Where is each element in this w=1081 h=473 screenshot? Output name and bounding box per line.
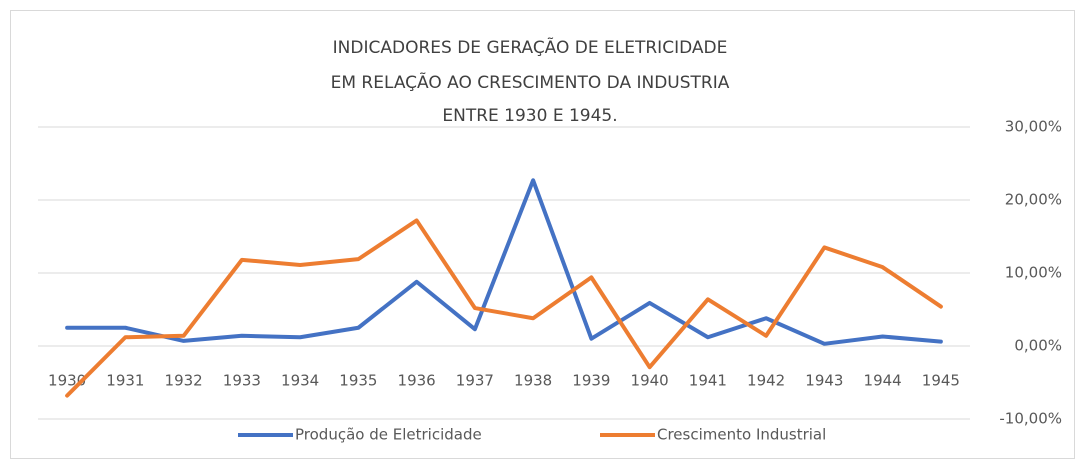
y-tick-label: 20,00% <box>1005 191 1062 209</box>
y-tick-label: -10,00% <box>999 410 1062 428</box>
x-tick-label: 1931 <box>106 372 144 390</box>
x-tick-label: 1935 <box>339 372 377 390</box>
x-tick-label: 1942 <box>747 372 785 390</box>
x-tick-label: 1937 <box>456 372 494 390</box>
x-tick-label: 1933 <box>223 372 261 390</box>
series-line <box>65 218 943 398</box>
x-tick-label: 1945 <box>922 372 960 390</box>
x-tick-label: 1938 <box>514 372 552 390</box>
chart-border <box>10 10 1075 459</box>
y-tick-label: 10,00% <box>1005 264 1062 282</box>
legend-label: Crescimento Industrial <box>657 426 826 444</box>
x-tick-label: 1941 <box>689 372 727 390</box>
y-tick-label: 0,00% <box>1014 337 1062 355</box>
x-tick-label: 1940 <box>631 372 669 390</box>
x-tick-label: 1936 <box>398 372 436 390</box>
x-tick-label: 1932 <box>165 372 203 390</box>
x-tick-label: 1939 <box>572 372 610 390</box>
series-line <box>65 178 943 346</box>
legend-label: Produção de Eletricidade <box>295 426 482 444</box>
chart-title: INDICADORES DE GERAÇÃO DE ELETRICIDADE <box>333 36 728 58</box>
x-tick-label: 1944 <box>864 372 902 390</box>
x-tick-label: 1943 <box>805 372 843 390</box>
y-tick-label: 30,00% <box>1005 118 1062 136</box>
chart-title: ENTRE 1930 E 1945. <box>442 106 617 126</box>
x-tick-label: 1934 <box>281 372 319 390</box>
chart-title: EM RELAÇÃO AO CRESCIMENTO DA INDUSTRIA <box>331 71 730 93</box>
